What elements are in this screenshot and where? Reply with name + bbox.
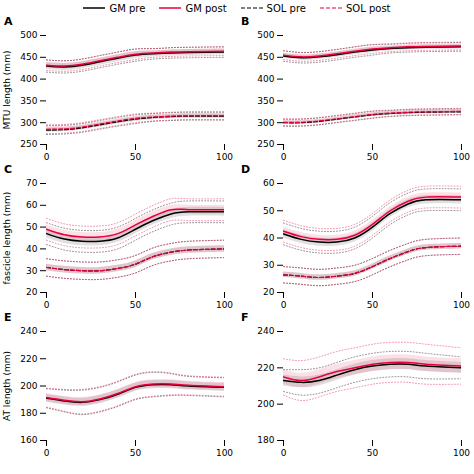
svg-text:500: 500 bbox=[257, 30, 274, 40]
svg-text:500: 500 bbox=[20, 30, 37, 40]
svg-text:0: 0 bbox=[44, 152, 50, 162]
svg-text:30: 30 bbox=[263, 260, 275, 270]
svg-text:350: 350 bbox=[20, 96, 37, 106]
svg-text:100: 100 bbox=[453, 300, 470, 310]
svg-text:300: 300 bbox=[20, 118, 37, 128]
svg-text:50: 50 bbox=[130, 448, 142, 458]
svg-text:180: 180 bbox=[257, 435, 274, 445]
html-text:SOL pre: SOL pre bbox=[266, 2, 306, 14]
svg-text:40: 40 bbox=[263, 233, 275, 243]
svg-text:50: 50 bbox=[367, 152, 379, 162]
svg-text:300: 300 bbox=[257, 118, 274, 128]
svg-text:0: 0 bbox=[44, 448, 50, 458]
svg-text:0: 0 bbox=[281, 152, 287, 162]
html-text:D: D bbox=[241, 163, 251, 176]
html-text:B: B bbox=[241, 15, 250, 28]
html-text:SOL post: SOL post bbox=[346, 2, 391, 14]
svg-text:0: 0 bbox=[281, 300, 287, 310]
svg-text:350: 350 bbox=[257, 96, 274, 106]
svg-text:250: 250 bbox=[20, 139, 37, 149]
svg-text:50: 50 bbox=[263, 206, 275, 216]
svg-text:60: 60 bbox=[26, 200, 38, 210]
svg-text:fascicle length (mm): fascicle length (mm) bbox=[2, 192, 12, 285]
svg-text:0: 0 bbox=[44, 300, 50, 310]
html-text:C: C bbox=[4, 163, 13, 176]
svg-text:100: 100 bbox=[216, 300, 233, 310]
svg-text:100: 100 bbox=[216, 448, 233, 458]
svg-text:100: 100 bbox=[453, 448, 470, 458]
svg-text:400: 400 bbox=[257, 74, 274, 84]
html-text:A: A bbox=[4, 15, 13, 28]
svg-text:50: 50 bbox=[367, 300, 379, 310]
svg-text:400: 400 bbox=[20, 74, 37, 84]
svg-text:200: 200 bbox=[257, 399, 274, 409]
html-text:E: E bbox=[4, 311, 12, 324]
svg-text:450: 450 bbox=[20, 52, 37, 62]
html-text:F: F bbox=[241, 311, 249, 324]
svg-text:60: 60 bbox=[263, 178, 275, 188]
svg-text:70: 70 bbox=[26, 178, 38, 188]
svg-text:50: 50 bbox=[130, 300, 142, 310]
svg-text:180: 180 bbox=[20, 408, 37, 418]
svg-text:100: 100 bbox=[453, 152, 470, 162]
svg-text:0: 0 bbox=[281, 448, 287, 458]
svg-text:250: 250 bbox=[257, 139, 274, 149]
svg-text:40: 40 bbox=[26, 244, 38, 254]
html-text:GM post: GM post bbox=[185, 2, 227, 14]
svg-text:50: 50 bbox=[26, 222, 38, 232]
svg-text:220: 220 bbox=[20, 354, 37, 364]
svg-text:220: 220 bbox=[257, 363, 274, 373]
svg-text:20: 20 bbox=[26, 287, 38, 297]
svg-text:240: 240 bbox=[257, 326, 274, 336]
svg-text:450: 450 bbox=[257, 52, 274, 62]
svg-text:AT length (mm): AT length (mm) bbox=[2, 351, 12, 421]
svg-text:50: 50 bbox=[367, 448, 379, 458]
svg-text:240: 240 bbox=[20, 326, 37, 336]
svg-text:200: 200 bbox=[20, 381, 37, 391]
svg-text:MTU length (mm): MTU length (mm) bbox=[2, 51, 12, 130]
svg-text:50: 50 bbox=[130, 152, 142, 162]
svg-text:160: 160 bbox=[20, 435, 37, 445]
html-text:GM pre: GM pre bbox=[109, 2, 146, 14]
svg-text:100: 100 bbox=[216, 152, 233, 162]
svg-text:30: 30 bbox=[26, 266, 38, 276]
svg-text:20: 20 bbox=[263, 287, 275, 297]
